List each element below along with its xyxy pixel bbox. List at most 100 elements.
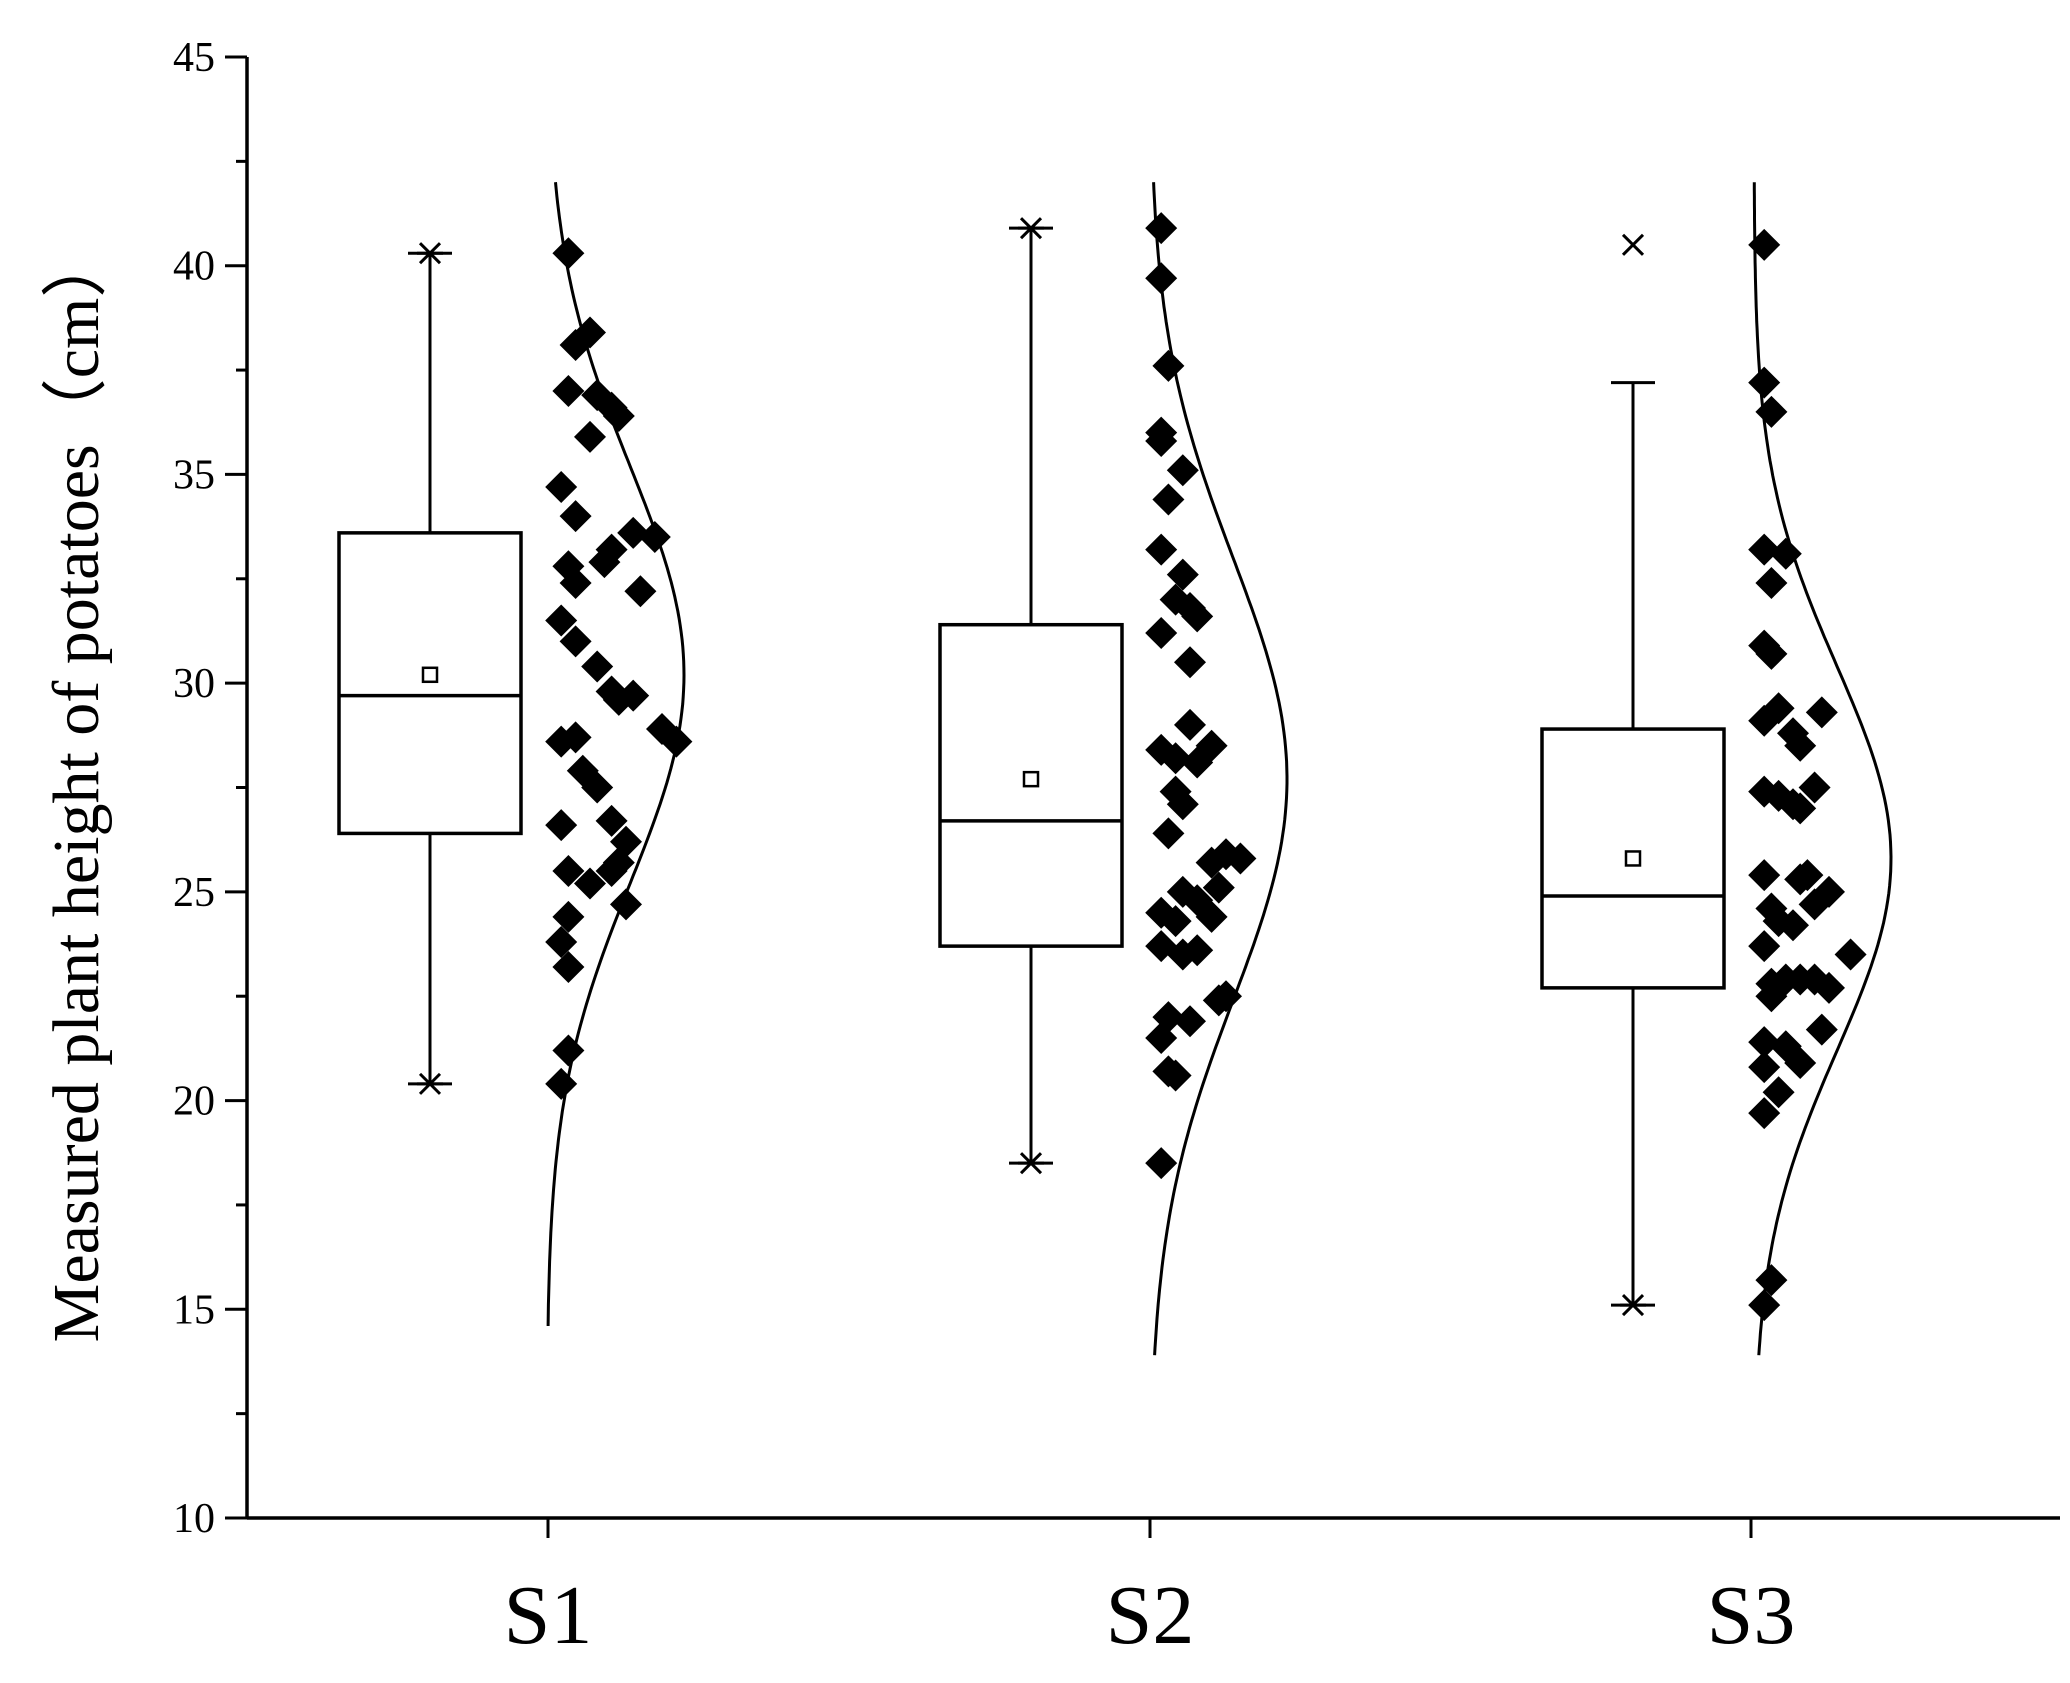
data-point <box>1748 859 1781 892</box>
data-point <box>559 566 592 599</box>
data-point <box>1152 817 1185 850</box>
box-S1 <box>337 531 523 836</box>
data-point <box>545 470 578 503</box>
data-point <box>1210 980 1242 1013</box>
distribution-curve <box>1752 182 1893 1356</box>
mean-marker <box>421 666 439 684</box>
x-tick-label: S1 <box>504 1569 593 1662</box>
y-ticks: 10 15 20 25 30 35 40 45 <box>173 35 247 1542</box>
data-point <box>1152 349 1185 382</box>
data-point <box>1748 930 1781 963</box>
data-point <box>610 888 642 921</box>
x-tick-label: S2 <box>1106 1569 1195 1662</box>
data-point <box>1762 692 1795 725</box>
x-tick-label: S3 <box>1707 1569 1796 1662</box>
y-axis-title: Measured plant height of potatoes（cm） <box>40 232 113 1343</box>
data-point <box>545 925 578 958</box>
data-point <box>559 721 592 754</box>
data-point <box>545 1067 578 1100</box>
data-point <box>602 683 635 716</box>
y-tick-label: 10 <box>173 1496 215 1542</box>
data-point <box>1834 938 1867 971</box>
data-point <box>1748 1097 1781 1130</box>
plot-area <box>337 182 1893 1356</box>
data-point <box>660 725 693 758</box>
data-point <box>552 237 585 270</box>
data-point <box>1805 1013 1838 1046</box>
data-point <box>1159 905 1192 938</box>
data-point <box>1166 558 1199 591</box>
group-S2 <box>938 182 1289 1356</box>
data-point <box>595 854 628 887</box>
outlier-marker <box>1621 233 1645 256</box>
data-point <box>1166 454 1199 487</box>
data-point <box>1798 771 1831 804</box>
data-point <box>602 399 635 432</box>
data-point <box>1181 934 1214 967</box>
y-tick-label: 45 <box>173 35 215 81</box>
data-point <box>588 546 621 579</box>
data-point <box>1762 1076 1795 1109</box>
max-marker <box>417 242 443 265</box>
data-point <box>1805 696 1838 729</box>
data-point <box>1784 1047 1817 1080</box>
min-marker <box>417 1072 443 1095</box>
axes: 10 15 20 25 30 35 40 45 S1 S2 S3 <box>173 35 2060 1662</box>
data-point <box>552 374 585 407</box>
x-ticks: S1 S2 S3 <box>504 1518 1796 1662</box>
max-marker <box>1018 217 1044 240</box>
data-point <box>1755 637 1788 670</box>
data-point <box>1755 395 1788 428</box>
data-point <box>1798 888 1831 921</box>
data-point <box>1769 537 1802 570</box>
data-point <box>1159 1059 1192 1092</box>
data-point <box>1145 1147 1178 1180</box>
data-point <box>552 854 585 887</box>
data-point <box>1755 980 1788 1013</box>
data-point <box>1748 1051 1781 1084</box>
data-point <box>1748 533 1781 566</box>
data-point <box>617 516 650 549</box>
data-point <box>552 1034 585 1067</box>
group-S1 <box>337 182 693 1327</box>
data-point <box>545 604 578 637</box>
data-point <box>581 650 614 683</box>
data-point <box>1195 900 1228 933</box>
data-point <box>1813 971 1845 1004</box>
data-point <box>1791 859 1824 892</box>
data-point <box>545 809 578 842</box>
data-point <box>574 420 606 453</box>
min-marker <box>1018 1152 1044 1175</box>
data-point <box>1748 366 1781 399</box>
mean-marker <box>1022 770 1040 788</box>
data-point <box>1784 792 1817 825</box>
data-point <box>559 500 592 533</box>
y-tick-label: 40 <box>173 244 215 290</box>
data-point <box>1145 262 1178 295</box>
data-point <box>1145 212 1178 245</box>
data-point <box>1784 729 1817 762</box>
data-point <box>1174 1005 1206 1038</box>
data-point <box>1755 566 1788 599</box>
group-S3 <box>1540 182 1893 1356</box>
data-point <box>1202 871 1235 904</box>
data-point <box>1159 742 1192 775</box>
data-point <box>1145 1021 1178 1054</box>
data-point <box>1748 1289 1781 1322</box>
data-point <box>1145 533 1178 566</box>
data-point <box>638 521 671 554</box>
distribution-curve <box>1152 182 1289 1356</box>
data-point <box>574 867 606 900</box>
data-point <box>1224 842 1257 875</box>
data-point <box>1174 708 1206 741</box>
data-point <box>1755 1264 1788 1297</box>
min-marker <box>1620 1294 1646 1317</box>
outlier-marker-stroke <box>1621 233 1645 256</box>
data-point <box>552 900 585 933</box>
y-tick-label: 35 <box>173 452 215 498</box>
y-tick-label: 20 <box>173 1079 215 1125</box>
y-tick-label: 15 <box>173 1287 215 1333</box>
data-point <box>1181 600 1214 633</box>
data-point <box>581 771 614 804</box>
data-point <box>1166 788 1199 821</box>
